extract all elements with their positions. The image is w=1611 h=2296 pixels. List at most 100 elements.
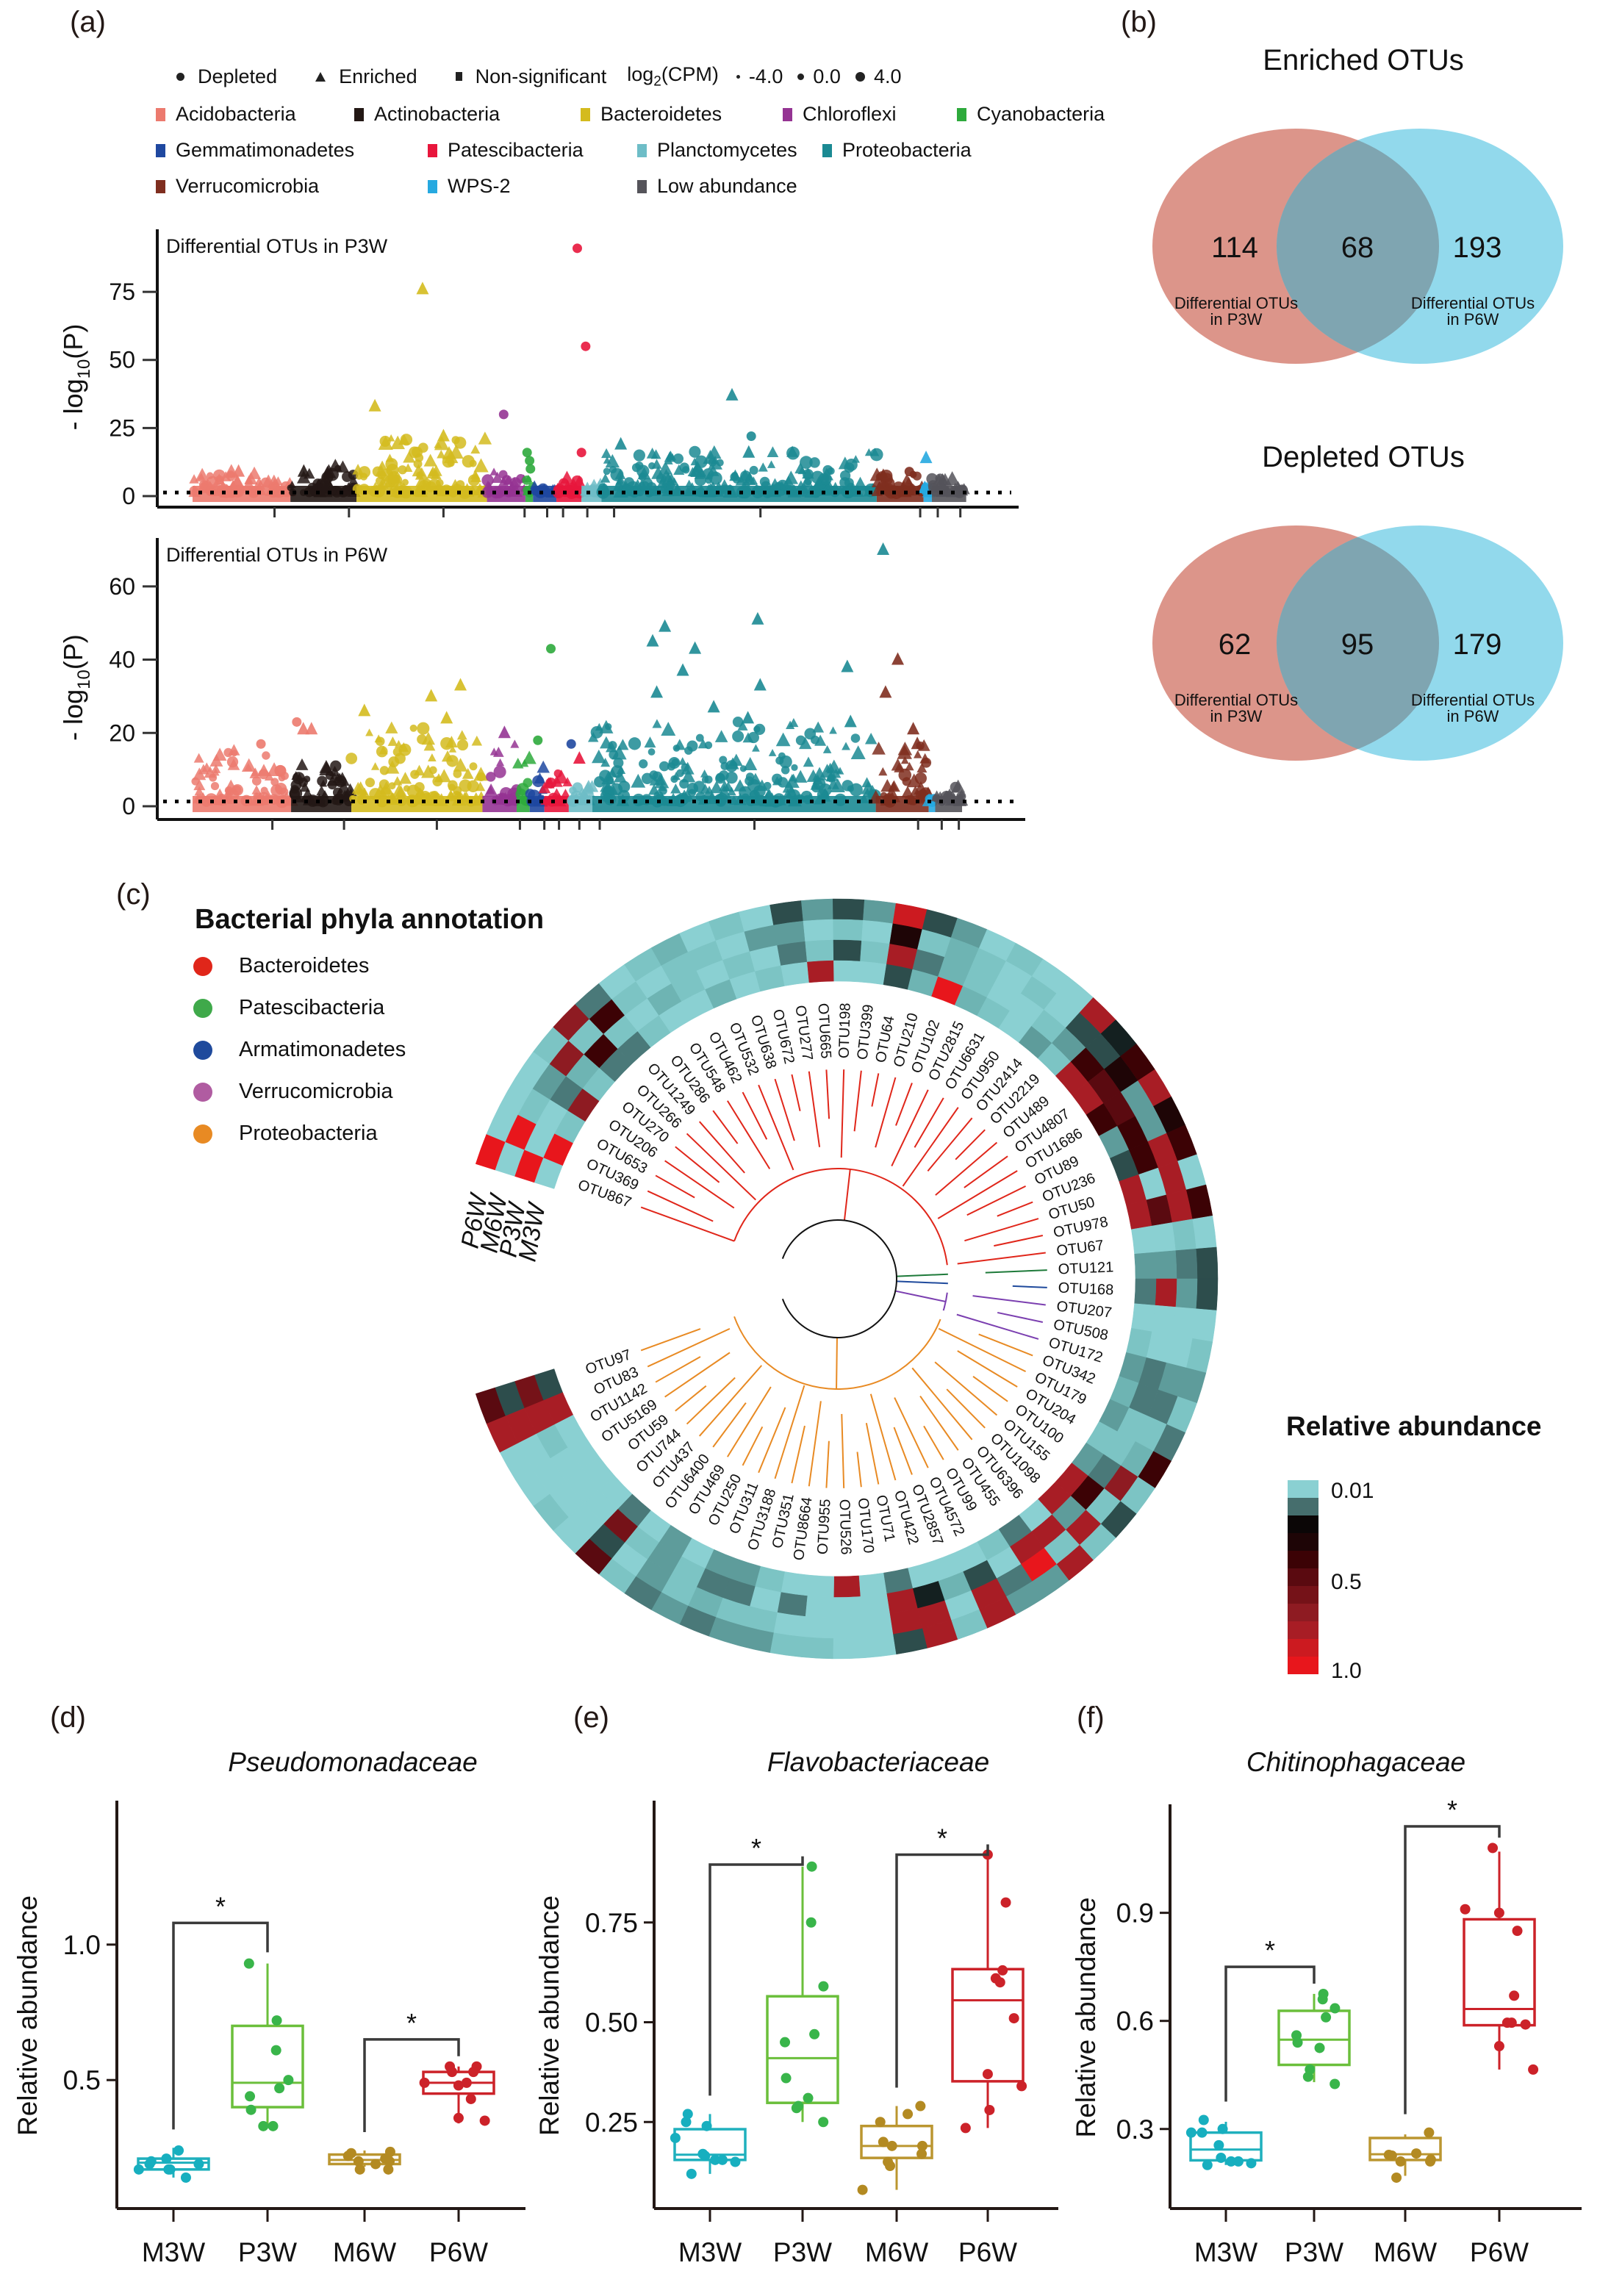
shape-legend-item: Non-significant <box>455 65 606 88</box>
enriched-point <box>650 685 664 698</box>
data-point <box>1506 2017 1517 2028</box>
enriched-point <box>605 453 620 468</box>
enriched-point <box>789 717 799 728</box>
enriched-point <box>329 766 340 777</box>
enriched-point <box>445 791 457 802</box>
data-point <box>809 2028 820 2040</box>
depleted-point <box>533 735 543 745</box>
x-tick-label: P6W <box>429 2237 488 2267</box>
data-point <box>1330 2078 1341 2089</box>
x-tick-label: P3W <box>238 2237 297 2267</box>
depleted-point <box>260 477 270 487</box>
depleted-point <box>810 735 819 745</box>
depleted-point <box>695 474 706 487</box>
tree-branch <box>934 1361 998 1416</box>
depleted-point <box>456 739 469 751</box>
data-point <box>670 2132 681 2143</box>
enriched-point <box>262 790 274 801</box>
depleted-point <box>226 756 239 768</box>
enriched-point <box>717 479 731 492</box>
data-point <box>1321 2012 1332 2023</box>
data-point <box>997 1965 1008 1976</box>
data-point <box>1424 2127 1435 2138</box>
depleted-point <box>659 786 667 795</box>
enriched-point <box>913 750 922 758</box>
phylum-swatch-icon <box>957 107 966 121</box>
annotation-item: Armatimonadetes <box>193 1038 406 1062</box>
otu-label: OTU955 <box>814 1499 833 1555</box>
box-iqr <box>231 2024 304 2109</box>
enriched-point <box>291 771 301 780</box>
enriched-point <box>743 757 758 770</box>
enriched-point <box>733 779 747 792</box>
tree-branch <box>964 1218 1039 1242</box>
heatmap-cell <box>860 940 890 965</box>
phylum-dot-icon <box>193 956 212 976</box>
tree-branch <box>972 1295 1046 1306</box>
enriched-point <box>456 730 467 740</box>
phylum-legend-item: Chloroflexi <box>783 103 897 126</box>
x-tick-label: M6W <box>1374 2237 1437 2267</box>
x-tick-label: P3W <box>773 2237 832 2267</box>
data-point <box>283 2075 294 2086</box>
panel-label-a: (a) <box>70 6 106 38</box>
enriched-point <box>681 769 696 783</box>
data-point <box>271 2015 282 2026</box>
box-p3w <box>1277 1988 1351 2089</box>
depleted-point <box>321 471 334 484</box>
depleted-point <box>553 769 562 778</box>
x-tick-label: M6W <box>333 2237 396 2267</box>
data-point <box>1386 2150 1397 2162</box>
depleted-point <box>581 341 591 351</box>
enriched-point <box>193 779 206 791</box>
data-point <box>818 1981 829 1992</box>
heatmap-cell <box>803 1615 834 1639</box>
data-point <box>960 2123 971 2134</box>
depleted-point <box>523 778 533 788</box>
enriched-point <box>886 789 901 803</box>
phylum-legend-item: Acidobacteria <box>156 103 296 126</box>
enriched-point <box>707 700 720 713</box>
data-point <box>1425 2156 1436 2167</box>
depleted-point <box>378 779 390 790</box>
data-point <box>1512 1926 1523 1937</box>
phylum-legend-label: Verrucomicrobia <box>176 175 320 197</box>
depleted-point <box>641 772 653 784</box>
enriched-point <box>707 464 720 476</box>
size-legend-value: 0.0 <box>813 65 841 87</box>
enriched-point <box>880 779 894 792</box>
enriched-point <box>783 470 799 484</box>
depleted-point <box>522 475 532 485</box>
scale-swatch <box>1288 1639 1318 1657</box>
enriched-point <box>470 472 481 482</box>
heatmap-cell <box>1151 1222 1176 1253</box>
enriched-point <box>958 483 970 495</box>
square-icon <box>455 72 462 81</box>
depleted-point <box>761 481 771 492</box>
enriched-point <box>395 785 407 797</box>
enriched-point <box>814 794 825 805</box>
depleted-point <box>486 772 496 782</box>
enriched-point <box>374 734 383 743</box>
tree-branch <box>871 1073 880 1107</box>
y-tick-label: 0.9 <box>1116 1898 1154 1929</box>
significance-star: * <box>937 1823 947 1853</box>
depleted-point <box>413 459 423 469</box>
enriched-point <box>864 732 878 745</box>
enriched-point <box>370 762 380 770</box>
heatmap-cell <box>777 1591 808 1617</box>
enriched-point <box>729 487 738 495</box>
enriched-point <box>637 795 647 806</box>
data-point <box>161 2153 172 2164</box>
tree-branch <box>957 1350 1018 1388</box>
tree-branch <box>675 1146 720 1183</box>
venn-count-both: 68 <box>1341 232 1374 264</box>
enriched-point <box>212 768 220 776</box>
depleted-point <box>417 722 430 735</box>
depleted-point <box>747 731 759 744</box>
y-tick-label: 60 <box>109 573 135 600</box>
y-tick-label: 0 <box>122 483 135 509</box>
phyla-annotation-legend: Bacterial phyla annotation Bacteroidetes P… <box>193 904 606 1169</box>
shape-legend-item: Depleted <box>176 65 277 88</box>
depleted-point <box>522 448 532 458</box>
